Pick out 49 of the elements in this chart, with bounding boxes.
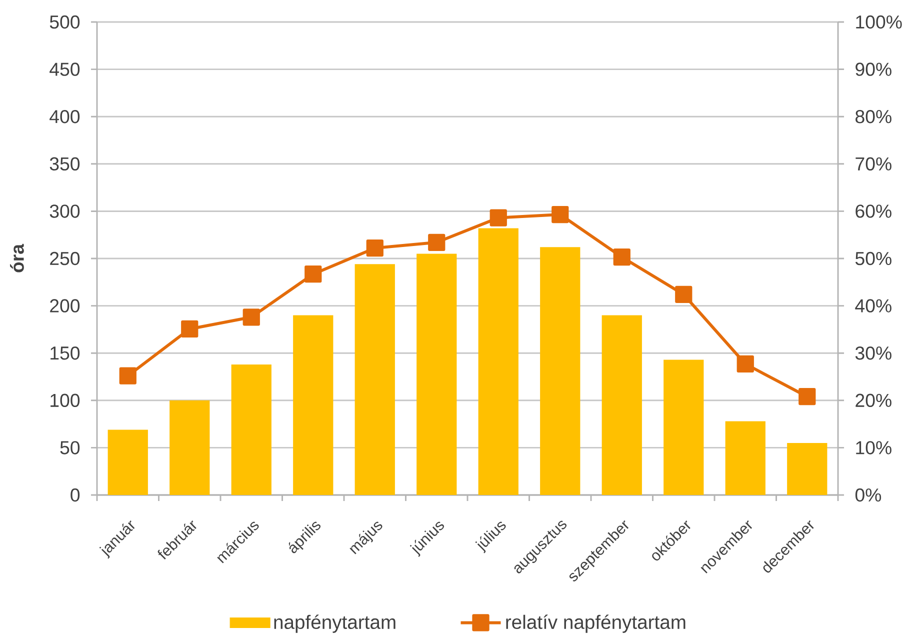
bar [293,315,334,495]
y-axis-title: óra [10,244,24,272]
bar [478,228,518,495]
legend-label: napfénytartam [274,614,396,633]
point [304,266,322,283]
y2-tick-label: 70% [856,157,892,171]
y-tick-label: 300 [50,204,80,218]
y2-tick-label: 20% [856,394,892,408]
y-tick-label: 500 [50,15,80,29]
bar [231,364,272,495]
y2-tick-label: 30% [855,346,892,360]
y-tick-label: 250 [50,252,80,266]
point [119,367,136,384]
y2-tick-label: 80% [856,110,892,124]
y-tick-label: 350 [50,157,80,171]
bar [170,400,210,495]
y2-tick-label: 0% [855,488,882,502]
y-tick-label: 0 [70,488,80,502]
y2-tick-label: 100% [856,15,902,29]
point [428,234,446,251]
bar [664,360,704,495]
point [366,240,384,257]
legend-label: relatív napfénytartam [506,614,686,633]
y-tick-label: 100 [50,394,80,408]
y-tick-label: 200 [50,299,80,312]
y2-tick-label: 90% [856,62,892,76]
point [490,209,507,226]
y-tick-label: 450 [50,62,80,76]
bar [354,264,395,495]
bar [787,442,828,495]
point [675,286,692,304]
y-tick-label: 150 [50,346,80,360]
point [736,355,754,373]
point [181,320,198,338]
point [242,308,260,326]
y-tick-label: 400 [50,110,80,124]
y2-tick-label: 40% [855,299,892,312]
point [552,206,569,224]
y2-tick-label: 50% [855,252,892,266]
y-tick-label: 50 [60,441,80,454]
y2-tick-label: 10% [856,441,892,454]
point [798,388,816,406]
y2-tick-label: 60% [856,204,892,218]
bar [725,421,766,495]
bar [108,430,148,495]
point [613,248,630,266]
bar [540,247,580,495]
bar [416,254,457,495]
bar [602,315,642,495]
